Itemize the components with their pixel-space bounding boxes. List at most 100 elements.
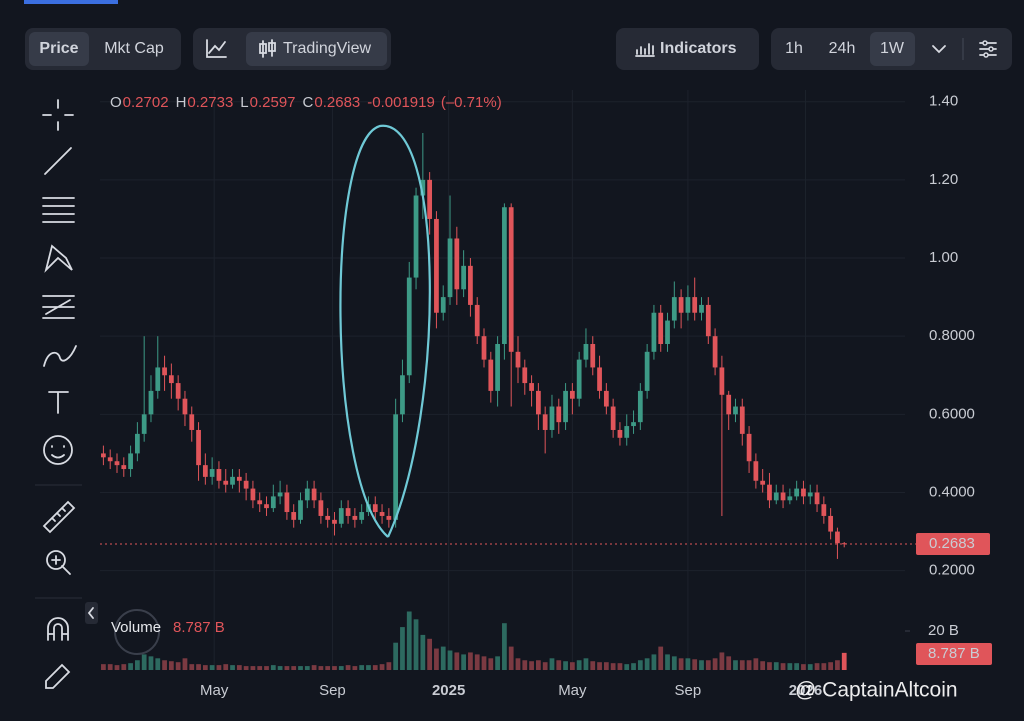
volume-bar [624, 664, 630, 670]
ruler-tool[interactable] [42, 500, 76, 534]
candle-body [665, 320, 670, 344]
trend-line-tool[interactable] [44, 147, 72, 175]
candle-body [121, 465, 127, 470]
candle-body [447, 238, 453, 298]
volume-bar [508, 646, 514, 670]
volume-last-label: 8.787 B [928, 645, 980, 662]
volume-bar [671, 656, 677, 670]
candle-body [406, 277, 412, 376]
volume-bar [406, 611, 412, 670]
candle-body [617, 429, 623, 438]
candle-body [576, 359, 582, 399]
candle-body [637, 390, 643, 423]
ohlc-key: L [240, 94, 248, 111]
indicators-button[interactable] [616, 28, 759, 70]
pattern-tool[interactable] [44, 244, 73, 273]
volume-bar [801, 664, 806, 670]
brush-tool[interactable] [43, 345, 77, 367]
volume-bar [223, 664, 229, 670]
line-chart-button[interactable] [206, 39, 227, 58]
timeframe-24h[interactable]: 24h [829, 40, 856, 57]
current-price-badge [916, 532, 990, 555]
volume-bar [379, 664, 385, 670]
candle-body [209, 469, 215, 477]
volume-bar [515, 658, 521, 670]
volume-bar [631, 663, 636, 670]
candle-body [359, 512, 365, 520]
volume-bar [101, 664, 106, 670]
ohlc-key: O [110, 94, 122, 111]
volume-bar [128, 663, 133, 670]
volume-bar [209, 665, 215, 670]
ohlc-key: H [176, 94, 187, 111]
candle-body [107, 457, 113, 462]
indicators-label: Indicators [660, 40, 737, 57]
candle-body [841, 543, 847, 545]
candle-body [603, 390, 609, 407]
candle-body [821, 504, 827, 516]
volume-bar [257, 666, 263, 670]
x-tick-label: 2026 [789, 682, 822, 699]
candle-body [712, 336, 718, 368]
volume-bar [440, 646, 446, 670]
volume-bar [658, 646, 664, 670]
timeframe-1w[interactable]: 1W [880, 40, 905, 57]
current-price-label: 0.2683 [929, 535, 975, 552]
candle-body [318, 500, 324, 516]
ohlc-key: C [303, 94, 314, 111]
ohlc-value: 0.2683 [314, 94, 360, 111]
lock-draw-tool[interactable] [45, 663, 71, 689]
candle-body [196, 429, 201, 466]
volume-bar [556, 660, 562, 670]
candle-body [189, 414, 195, 430]
timeframe-1h[interactable]: 1h [785, 40, 803, 57]
volume-bar [427, 638, 433, 670]
text-tool[interactable] [48, 391, 69, 414]
volume-bar [719, 652, 725, 670]
candle-body [542, 414, 548, 430]
volume-bar [651, 654, 657, 670]
volume-bar [502, 623, 507, 670]
candle-body [291, 512, 297, 520]
volume-bar [325, 666, 331, 670]
y-tick-label: 1.00 [929, 249, 958, 266]
volume-bar [468, 652, 473, 670]
y-tick-label: 0.2000 [929, 562, 975, 579]
price-button[interactable] [29, 32, 89, 66]
candle-body [427, 179, 433, 219]
change-percent: (–0.71%) [441, 94, 502, 111]
candle-body [277, 492, 283, 497]
volume-bar [495, 656, 500, 670]
tradingview-button[interactable] [246, 32, 387, 66]
projection-tool[interactable] [42, 295, 75, 319]
volume-bar [712, 658, 718, 670]
volume-bar [780, 663, 786, 670]
volume-bar [576, 660, 582, 670]
candle-body [624, 426, 630, 438]
candle-body [569, 390, 575, 399]
crosshair-tool[interactable] [42, 99, 74, 131]
candle-body [311, 488, 317, 501]
emoji-tool[interactable] [43, 435, 73, 465]
magnet-tool[interactable] [47, 617, 69, 641]
volume-bar [230, 665, 235, 670]
volume-bar [236, 665, 242, 670]
volume-bar [454, 652, 460, 670]
volume-bar [284, 666, 290, 670]
volume-bar [332, 666, 337, 670]
volume-bar [447, 650, 453, 670]
volume-bar [175, 662, 181, 670]
volume-bar [773, 662, 779, 670]
logo-watermark [114, 609, 160, 655]
candle-body [515, 351, 521, 368]
fib-tool[interactable] [42, 197, 75, 223]
zoom-tool[interactable] [46, 550, 66, 570]
candle-body [372, 504, 378, 513]
volume-bar [637, 660, 643, 670]
volume-bar [461, 654, 466, 670]
timeframe-more[interactable] [932, 45, 946, 54]
mkt-cap-button[interactable]: Mkt Cap [104, 40, 164, 57]
volume-bar [522, 660, 528, 670]
volume-bar [739, 660, 745, 670]
scroll-left-button[interactable] [85, 602, 98, 624]
